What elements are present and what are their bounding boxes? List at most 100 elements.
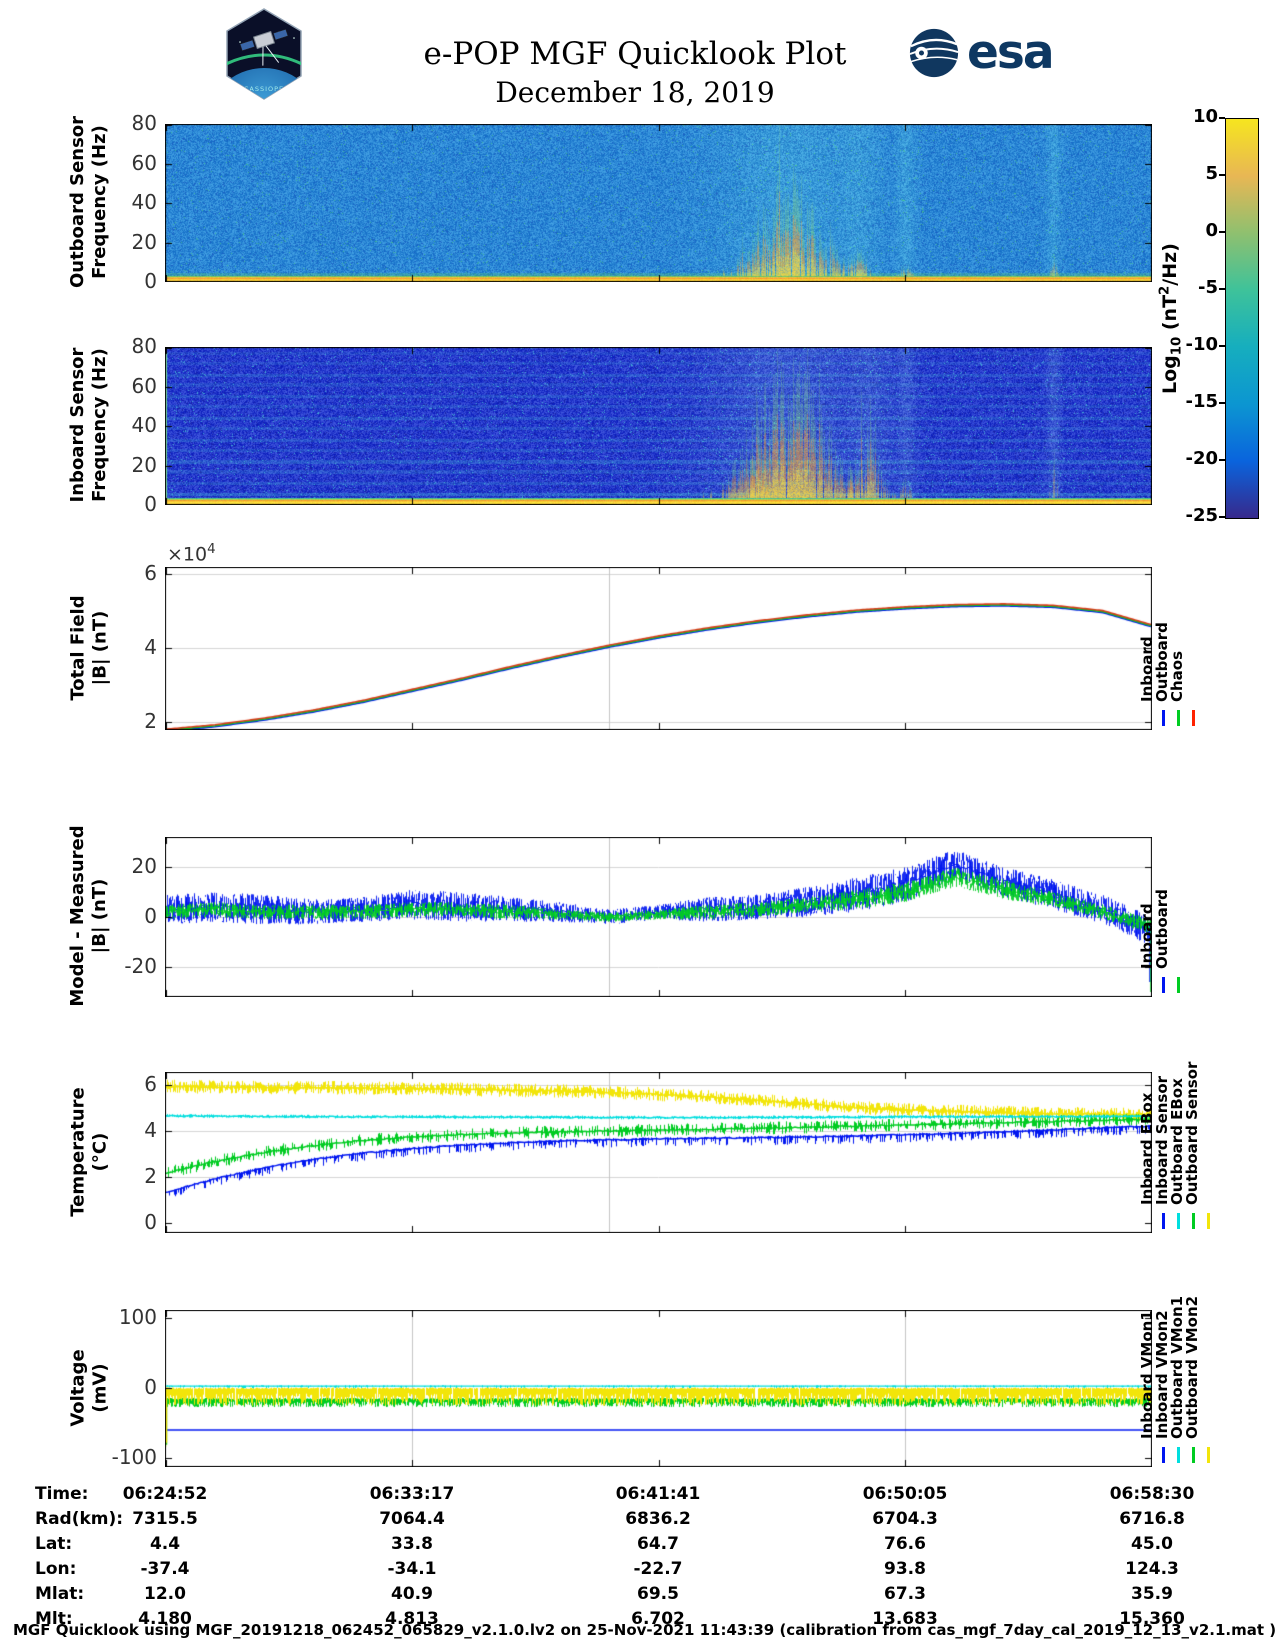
patch-label: CASSIOPE bbox=[244, 85, 284, 93]
table-cell: 06:33:17 bbox=[369, 1484, 455, 1504]
voltage-ytick: 100 bbox=[118, 1305, 157, 1330]
colorbar-tick bbox=[1219, 345, 1225, 347]
table-cell: 06:58:30 bbox=[1109, 1484, 1195, 1504]
colorbar-tick bbox=[1219, 516, 1225, 518]
total_field-ylabel: Total Field |B| (nT) bbox=[67, 531, 111, 764]
mission-patch-icon: CASSIOPE bbox=[226, 8, 302, 100]
table-row-label-time: Time: bbox=[35, 1484, 89, 1504]
table-cell: 4.180 bbox=[138, 1609, 192, 1629]
model_minus_measured-ytick: 0 bbox=[144, 904, 157, 928]
table-row-label-radkm: Rad(km): bbox=[35, 1509, 124, 1529]
outboard_sensor_spectrogram-canvas bbox=[165, 124, 1152, 282]
table-cell: -22.7 bbox=[633, 1559, 683, 1579]
colorbar-tick bbox=[1219, 402, 1225, 404]
legend-marker-outboard-sensor bbox=[1207, 1213, 1210, 1229]
model_minus_measured-ytick: -20 bbox=[124, 954, 157, 978]
ylabel-line: |B| (nT) bbox=[89, 878, 110, 954]
cassiope-mission-patch: CASSIOPE bbox=[224, 8, 304, 100]
legend-label-chaos: Chaos bbox=[1168, 650, 1186, 702]
model_minus_measured-canvas bbox=[165, 837, 1152, 997]
legend-label-outboard-sensor: Outboard Sensor bbox=[1183, 1061, 1201, 1205]
colorbar-tick bbox=[1219, 231, 1225, 233]
inboard_sensor_spectrogram-ytick: 40 bbox=[131, 413, 157, 437]
legend-marker-chaos bbox=[1192, 710, 1195, 726]
colorbar-tick-label: 10 bbox=[1192, 106, 1218, 127]
legend-marker-outboard-vmon1 bbox=[1192, 1447, 1195, 1463]
total_field-ytick: 6 bbox=[144, 561, 157, 586]
table-row-label-lon: Lon: bbox=[35, 1559, 77, 1579]
table-cell: 4.4 bbox=[149, 1534, 181, 1554]
temperature-ytick: 0 bbox=[144, 1209, 157, 1234]
colorbar-label: Log10 (nT2/Hz) bbox=[1157, 242, 1185, 394]
colorbar-tick-label: -10 bbox=[1185, 334, 1218, 355]
inboard_sensor_spectrogram-ytick: 20 bbox=[131, 452, 157, 477]
legend-label-outboard: Outboard bbox=[1153, 889, 1171, 969]
legend-marker-outboard-vmon2 bbox=[1207, 1447, 1210, 1463]
table-row-label-mlat: Mlat: bbox=[35, 1584, 85, 1604]
table-cell: 69.5 bbox=[637, 1584, 679, 1604]
temperature-panel bbox=[165, 1072, 1152, 1233]
ylabel-line: Outboard Sensor bbox=[67, 115, 88, 289]
outboard_sensor_spectrogram-ytick: 20 bbox=[131, 229, 157, 254]
total_field-ytick: 4 bbox=[144, 635, 157, 660]
colorbar-tick-label: -20 bbox=[1185, 448, 1218, 469]
table-cell: 6836.2 bbox=[625, 1509, 691, 1529]
table-cell: 40.9 bbox=[391, 1584, 433, 1604]
outboard_sensor_spectrogram-ylabel: Outboard Sensor Frequency (Hz) bbox=[67, 88, 111, 316]
voltage-panel bbox=[165, 1310, 1152, 1467]
colorbar-tick bbox=[1219, 174, 1225, 176]
esa-globe-icon bbox=[909, 28, 959, 78]
table-cell: 6.702 bbox=[631, 1609, 685, 1629]
total_field-canvas bbox=[165, 567, 1152, 730]
temperature-ytick: 4 bbox=[144, 1117, 157, 1142]
temperature-ytick: 2 bbox=[144, 1163, 157, 1188]
voltage-ylabel: Voltage (mV) bbox=[67, 1274, 111, 1501]
footer-caption: MGF Quicklook using MGF_20191218_062452_… bbox=[13, 1621, 1275, 1639]
outboard_sensor_spectrogram-ytick: 80 bbox=[131, 111, 157, 135]
colorbar-tick bbox=[1219, 288, 1225, 290]
ylabel-line: Inboard Sensor bbox=[67, 347, 88, 503]
table-cell: 6716.8 bbox=[1119, 1509, 1185, 1529]
table-cell: 64.7 bbox=[637, 1534, 679, 1554]
table-cell: 35.9 bbox=[1131, 1584, 1173, 1604]
total_field-panel bbox=[165, 567, 1152, 730]
model_minus_measured-panel bbox=[165, 837, 1152, 997]
table-cell: 15.360 bbox=[1119, 1609, 1185, 1629]
colorbar-tick bbox=[1219, 117, 1225, 119]
voltage-ytick: -100 bbox=[111, 1444, 157, 1469]
legend-marker-outboard bbox=[1177, 710, 1180, 726]
outboard_sensor_spectrogram-ytick: 40 bbox=[131, 190, 157, 214]
inboard_sensor_spectrogram-canvas bbox=[165, 347, 1152, 505]
ylabel-line: Frequency (Hz) bbox=[89, 348, 110, 502]
table-cell: 7315.5 bbox=[132, 1509, 198, 1529]
esa-logo: esa bbox=[908, 25, 1055, 80]
table-cell: 7064.4 bbox=[379, 1509, 445, 1529]
table-cell: 67.3 bbox=[884, 1584, 926, 1604]
total_field-ytick: 2 bbox=[144, 708, 157, 733]
table-cell: 45.0 bbox=[1131, 1534, 1173, 1554]
table-cell: 6704.3 bbox=[872, 1509, 938, 1529]
ylabel-line: Total Field bbox=[67, 594, 88, 701]
colorbar-tick-label: -15 bbox=[1185, 391, 1218, 412]
table-cell: 13.683 bbox=[872, 1609, 938, 1629]
table-cell: 06:50:05 bbox=[862, 1484, 948, 1504]
esa-wordmark: esa bbox=[967, 25, 1055, 80]
table-cell: 124.3 bbox=[1125, 1559, 1179, 1579]
total_field-exponent: ×104 bbox=[167, 542, 216, 566]
colorbar-tick-label: -25 bbox=[1185, 505, 1218, 526]
colorbar-tick-label: -5 bbox=[1198, 277, 1218, 298]
colorbar-tick bbox=[1219, 459, 1225, 461]
temperature-ylabel: Temperature (°C) bbox=[67, 1036, 111, 1267]
table-cell: 93.8 bbox=[884, 1559, 926, 1579]
colorbar-tick-label: 5 bbox=[1205, 163, 1218, 184]
colorbar bbox=[1225, 118, 1259, 519]
header-titles: e-POP MGF Quicklook Plot December 18, 20… bbox=[140, 36, 1130, 110]
ylabel-line: Model - Measured bbox=[67, 825, 88, 1007]
ylabel-line: Voltage bbox=[67, 1348, 88, 1427]
ylabel-line: |B| (nT) bbox=[89, 610, 110, 685]
legend-marker-inboard-vmon2 bbox=[1177, 1447, 1180, 1463]
plot-date: December 18, 2019 bbox=[495, 76, 775, 109]
inboard_sensor_spectrogram-ylabel: Inboard Sensor Frequency (Hz) bbox=[67, 311, 111, 539]
table-cell: 33.8 bbox=[391, 1534, 433, 1554]
